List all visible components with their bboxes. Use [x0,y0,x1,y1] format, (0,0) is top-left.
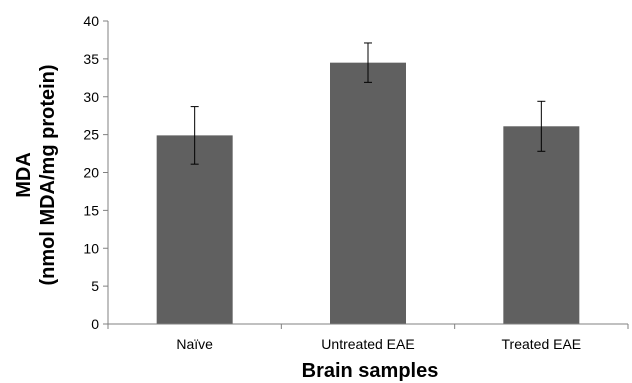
x-axis-title: Brain samples [302,360,439,382]
y-axis-title-line2: (nmol MDA/mg protein) [37,64,59,285]
y-tick-label: 0 [91,316,99,332]
y-tick-label: 35 [83,51,99,67]
y-axis-title-line1: MDA [13,152,35,198]
bars [156,62,580,324]
bar [503,126,580,324]
y-tick-label: 10 [83,240,99,256]
y-tick-label: 30 [83,89,99,105]
y-axis-ticks: 0 5 10 15 20 25 30 35 40 [83,13,108,332]
x-tick-label: Treated EAE [502,336,582,352]
y-tick-label: 25 [83,127,99,143]
x-tick-label: Naïve [176,336,213,352]
error-bars [190,42,546,165]
y-tick-label: 15 [83,202,99,218]
bar [330,62,406,324]
bar [156,135,233,324]
x-axis-ticks: Naïve Untreated EAE Treated EAE [107,324,629,352]
y-tick-label: 40 [83,13,99,29]
x-tick-label: Untreated EAE [321,336,414,352]
y-tick-label: 5 [91,278,99,294]
y-tick-label: 20 [83,165,99,181]
